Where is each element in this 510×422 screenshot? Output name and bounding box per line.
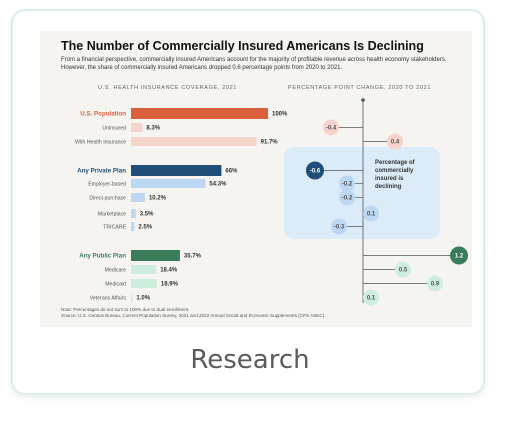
bar-value-u-s-population: 100% [272,112,288,118]
category-label-any-public-plan: Any Public Plan [79,253,126,260]
bar-value-direct-purchase: 10.2% [149,196,167,202]
category-label-marketplace: Marketplace [98,212,126,218]
infographic-title: The Number of Commercially Insured Ameri… [61,39,424,53]
change-dot-employer-based [339,175,355,192]
category-label-direct-purchase: Direct-purchase [89,196,126,202]
category-label-medicaid: Medicaid [105,282,126,288]
declining-callout: Percentage of commercially insured is decli… [284,147,440,239]
change-dot-marketplace [363,205,379,222]
bar-any-private-plan [131,165,222,176]
left-chart-heading: U.S. HEALTH INSURANCE COVERAGE, 2021 [98,85,237,91]
bar-value-veterans-affairs: 1.0% [136,296,150,302]
bar-medicaid [131,279,157,288]
change-dot-any-private-plan [306,161,324,180]
bar-value-employer-based: 54.3% [209,182,227,188]
change-dot-veterans-affairs [363,289,379,306]
bar-any-public-plan [131,250,180,261]
bar-value-medicare: 18.4% [160,268,178,274]
footnote: Note: Percentages do not sum to 100% due… [61,307,326,318]
category-label-veterans-affairs: Veterans Affairs [90,296,127,302]
callout-box [284,147,440,239]
bar-employer-based [131,179,206,188]
category-label-tricare: TRICARE [103,225,126,231]
bar-value-medicaid: 18.9% [161,282,179,288]
category-label-uninsured: Uninsured [102,126,126,132]
category-label-u-s-population: U.S. Population [80,111,126,118]
callout-text-line: declining [375,184,402,190]
bar-with-health-insurance [131,137,257,146]
bar-tricare [131,222,135,231]
infographic-subtitle: From a financial perspective, commercial… [61,57,447,71]
callout-text-line: insured is [375,176,404,182]
change-value-veterans-affairs: 0.1 [367,296,376,302]
change-value-uninsured: -0.4 [326,126,337,132]
change-dot-direct-purchase [339,189,355,206]
change-dot-with-health-insurance [387,133,403,150]
coverage-chart: Percentage of commercially insured is decli… [75,98,468,306]
card-caption: Research [190,345,310,375]
bar-uninsured [131,123,143,132]
bar-value-marketplace: 3.5% [140,212,154,218]
change-value-with-health-insurance: 0.4 [391,140,400,146]
change-dot-any-public-plan [450,246,468,265]
coverage-bar-chart: U.S. Population 100% Uninsured 8.3% With Hea… [75,108,288,302]
change-dot-medicare [395,261,411,278]
callout-text-line: commercially [375,168,414,174]
change-dot-medicaid [427,275,443,292]
bar-marketplace [131,209,136,218]
bar-value-any-private-plan: 66% [225,169,238,175]
change-value-employer-based: -0.2 [342,182,353,188]
callout-text-line: Percentage of [375,160,416,166]
change-value-any-public-plan: 1.2 [455,254,464,260]
change-value-medicaid: 0.9 [431,282,440,288]
change-dot-uninsured [323,119,339,136]
bar-value-any-public-plan: 35.7% [184,254,202,260]
axis-top-cap [361,98,365,102]
change-dot-chart: -0.4 0.4 -0.6 -0.2 -0.2 0.1 -0.3 1.2 0.5 0.9 0.1 [306,98,468,306]
right-chart-heading: PERCENTAGE POINT CHANGE, 2020 TO 2021 [288,85,432,91]
change-value-any-private-plan: -0.6 [310,169,321,175]
bar-direct-purchase [131,193,145,202]
bar-u-s-population [131,108,268,119]
bar-medicare [131,265,157,274]
research-card[interactable]: The Number of Commercially Insured Ameri… [11,9,485,395]
change-value-direct-purchase: -0.2 [342,196,353,202]
category-label-with-health-insurance: With Health Insurance [75,140,126,146]
category-label-any-private-plan: Any Private Plan [77,168,126,175]
change-value-medicare: 0.5 [399,268,408,274]
bar-veterans-affairs [131,293,133,302]
bar-value-uninsured: 8.3% [146,126,160,132]
category-label-medicare: Medicare [105,268,126,274]
change-value-marketplace: 0.1 [367,212,376,218]
category-label-employer-based: Employer-based [88,182,126,188]
bar-value-with-health-insurance: 91.7% [261,140,279,146]
change-value-tricare: -0.3 [334,225,345,231]
bar-value-tricare: 2.5% [138,225,152,231]
change-dot-tricare [331,218,347,235]
infographic-thumbnail: The Number of Commercially Insured Ameri… [40,31,472,327]
